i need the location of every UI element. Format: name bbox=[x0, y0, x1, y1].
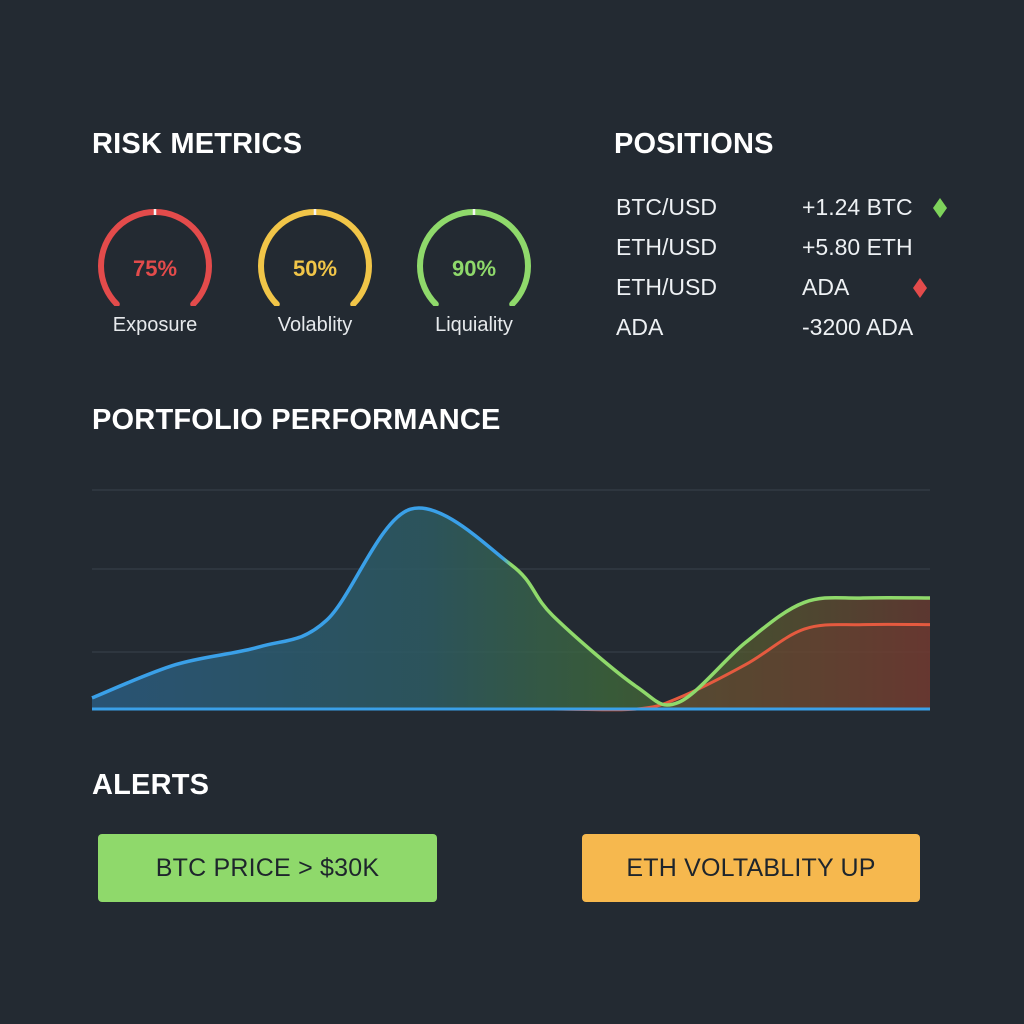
position-row[interactable]: ETH/USD +5.80 ETH bbox=[616, 230, 976, 270]
position-pair: BTC/USD bbox=[616, 194, 717, 220]
volatility-label: Volablity bbox=[277, 314, 353, 336]
position-amount: -3200 ADA bbox=[802, 314, 914, 340]
chart-grid bbox=[92, 489, 930, 653]
liquidity-gauge: 90% Liquiality bbox=[414, 206, 534, 346]
liquidity-value: 90% bbox=[451, 256, 497, 281]
alert-btc-price[interactable]: BTC PRICE > $30K bbox=[98, 834, 437, 902]
position-row[interactable]: ADA -3200 ADA bbox=[616, 310, 976, 350]
exposure-value: 75% bbox=[132, 256, 178, 281]
position-amount: +5.80 ETH bbox=[802, 234, 913, 260]
exposure-label: Exposure bbox=[112, 314, 198, 336]
position-pair: ETH/USD bbox=[616, 274, 717, 300]
diamond-green-icon bbox=[933, 198, 947, 218]
volatility-value: 50% bbox=[292, 256, 338, 281]
liquidity-gauge-arc bbox=[417, 209, 531, 306]
exposure-gauge-arc bbox=[98, 209, 212, 306]
chart-series bbox=[91, 506, 931, 712]
diamond-red-icon bbox=[913, 278, 927, 298]
alert-eth-volatility[interactable]: ETH VOLTABLITY UP bbox=[582, 834, 920, 902]
series-area-secondary bbox=[92, 624, 930, 710]
volatility-gauge-arc bbox=[258, 209, 372, 306]
position-row[interactable]: ETH/USD ADA bbox=[616, 270, 976, 310]
positions-title: POSITIONS bbox=[614, 128, 774, 160]
volatility-gauge: 50% Volablity bbox=[255, 206, 375, 346]
position-row[interactable]: BTC/USD +1.24 BTC bbox=[616, 190, 976, 230]
risk-metrics-title: RISK METRICS bbox=[92, 128, 303, 160]
position-amount: +1.24 BTC bbox=[802, 194, 913, 220]
position-pair: ETH/USD bbox=[616, 234, 717, 260]
position-pair: ADA bbox=[616, 314, 664, 340]
alerts-title: ALERTS bbox=[92, 769, 210, 801]
series-area bbox=[92, 508, 930, 709]
portfolio-performance-title: PORTFOLIO PERFORMANCE bbox=[92, 404, 501, 436]
series-line-secondary bbox=[92, 622, 931, 712]
positions-list: BTC/USD +1.24 BTC ETH/USD +5.80 ETH ETH/… bbox=[616, 190, 976, 350]
liquidity-label: Liquiality bbox=[435, 314, 513, 336]
position-amount: ADA bbox=[802, 274, 850, 300]
series-line-main bbox=[91, 506, 931, 707]
exposure-gauge: 75% Exposure bbox=[95, 206, 215, 346]
